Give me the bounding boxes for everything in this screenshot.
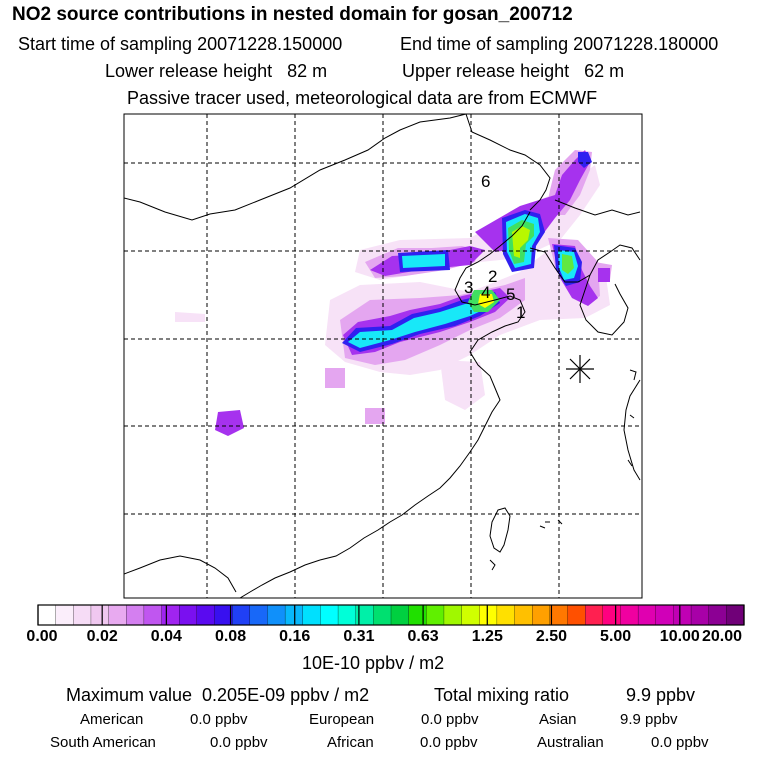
region-value-south-american: 0.0 ppbv <box>210 734 268 751</box>
colorbar-cell <box>320 604 339 626</box>
region-value-american: 0.0 ppbv <box>190 711 248 728</box>
region-value-asian: 9.9 ppbv <box>620 711 678 728</box>
region-name-african: African <box>327 734 374 751</box>
colorbar-cell <box>461 604 480 626</box>
colorbar-cell <box>161 604 180 626</box>
colorbar-tick-label: 20.00 <box>701 628 743 645</box>
colorbar-tick-label: 0.00 <box>26 628 58 645</box>
total-mixing-label: Total mixing ratio <box>434 685 570 705</box>
point-labels: 6 2 3 4 5 1 <box>464 172 525 322</box>
point-label-6: 6 <box>481 172 490 191</box>
colorbar-cell <box>249 604 268 626</box>
asterisk-marker <box>566 355 594 383</box>
end-time-label: End time of sampling 20071228.180000 <box>400 34 719 54</box>
colorbar-tick-label: 0.31 <box>343 628 375 645</box>
colorbar-cell <box>37 604 57 626</box>
colorbar-cell <box>549 604 568 626</box>
colorbar-unit: 10E-10 ppbv / m2 <box>302 653 445 673</box>
colorbar-tick-label: 0.16 <box>279 628 311 645</box>
point-label-3: 3 <box>464 278 473 297</box>
colorbar-cell <box>620 604 639 626</box>
region-value-european: 0.0 ppbv <box>421 711 479 728</box>
tracer-note: Passive tracer used, meteorological data… <box>127 88 598 108</box>
colorbar-cell <box>567 604 586 626</box>
colorbar-tick-label: 1.25 <box>471 628 503 645</box>
colorbar-tick-label: 10.00 <box>659 628 700 645</box>
start-time-label: Start time of sampling 20071228.150000 <box>18 34 343 54</box>
colorbar-tick-label: 0.63 <box>407 628 439 645</box>
colorbar-cell <box>231 604 251 626</box>
region-value-australian: 0.0 ppbv <box>651 734 709 751</box>
coastlines <box>124 114 641 598</box>
colorbar-cell <box>302 604 321 626</box>
colorbar-cell <box>726 604 745 626</box>
colorbar-cell <box>267 604 286 626</box>
colorbar-cell <box>532 604 551 626</box>
colorbar-cell <box>690 604 710 626</box>
colorbar-cell <box>90 604 110 626</box>
colorbar-cell <box>655 604 674 626</box>
point-label-2: 2 <box>488 267 497 286</box>
point-label-4: 4 <box>481 283 490 302</box>
colorbar-tick-label: 0.08 <box>214 628 247 645</box>
colorbar-tick-label: 0.02 <box>86 628 118 645</box>
colorbar-cell <box>514 604 533 626</box>
colorbar-cell <box>108 604 127 626</box>
colorbar-tick-label: 2.50 <box>535 628 568 645</box>
colorbar-cell <box>179 604 198 626</box>
region-name-american: American <box>80 711 144 728</box>
colorbar-cell <box>284 604 304 626</box>
colorbar-cell <box>55 604 74 626</box>
point-label-5: 5 <box>506 285 515 304</box>
total-mixing-value: 9.9 ppbv <box>626 685 696 705</box>
region-value-african: 0.0 ppbv <box>420 734 478 751</box>
colorbar-cell <box>126 604 145 626</box>
colorbar-tick-label: 5.00 <box>600 628 632 645</box>
colorbar-cell <box>73 604 92 626</box>
map-border <box>123 113 643 599</box>
colorbar-cell <box>426 604 445 626</box>
region-name-south-american: South American <box>50 734 156 751</box>
colorbar-cell <box>390 604 410 626</box>
colorbar-cell <box>708 604 727 626</box>
colorbar-cell <box>479 604 498 626</box>
colorbar-border <box>37 604 745 626</box>
map-title: NO2 source contributions in nested domai… <box>12 4 573 25</box>
point-label-1: 1 <box>516 303 525 322</box>
colorbar-cell <box>143 604 162 626</box>
colorbar-cell <box>673 604 692 626</box>
colorbar-cell <box>443 604 463 626</box>
colorbar-cell <box>337 604 357 626</box>
colorbar-cell <box>214 604 233 626</box>
lower-height-label: Lower release height 82 m <box>105 61 328 81</box>
region-name-asian: Asian <box>539 711 577 728</box>
region-name-australian: Australian <box>537 734 604 751</box>
colorbar-cell <box>602 604 621 626</box>
colorbar-cell <box>585 604 604 626</box>
plume-hotspots <box>468 220 574 312</box>
region-name-european: European <box>309 711 375 728</box>
colorbar-cell <box>373 604 392 626</box>
upper-height-label: Upper release height 62 m <box>402 61 625 81</box>
colorbar-cell <box>408 604 427 626</box>
colorbar-cell <box>496 604 515 626</box>
colorbar-cell <box>637 604 657 626</box>
max-value-label: Maximum value 0.205E-09 ppbv / m2 <box>66 685 370 705</box>
colorbar-cell <box>196 604 215 626</box>
graticule <box>124 114 642 598</box>
colorbar-tick-label: 0.04 <box>150 628 182 645</box>
